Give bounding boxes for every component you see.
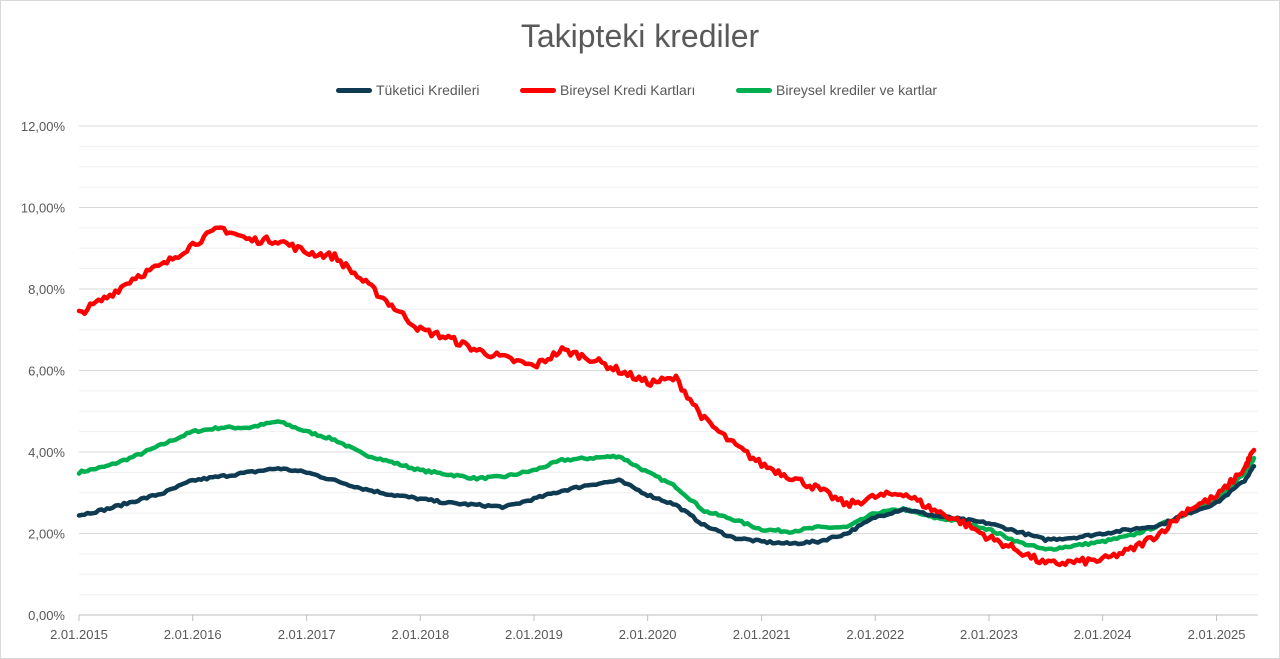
- legend-swatch-tuketici: [336, 87, 372, 93]
- series-line-1: [76, 225, 1257, 568]
- series-line-0: [76, 464, 1257, 547]
- legend: Tüketici Kredileri Bireysel Kredi Kartla…: [0, 80, 1280, 100]
- x-tick-label: 2.01.2022: [846, 627, 904, 642]
- legend-label-krediler-ve-kartlar: Bireysel krediler ve kartlar: [776, 82, 938, 98]
- x-tick-label: 2.01.2020: [619, 627, 677, 642]
- x-tick-label: 2.01.2023: [960, 627, 1018, 642]
- x-tick-label: 2.01.2025: [1188, 627, 1246, 642]
- x-tick-label: 2.01.2019: [505, 627, 563, 642]
- x-tick-label: 2.01.2024: [1074, 627, 1132, 642]
- series-line-2: [76, 419, 1257, 552]
- x-tick-label: 2.01.2016: [164, 627, 222, 642]
- y-tick-label: 4,00%: [28, 445, 65, 460]
- y-tick-label: 12,00%: [21, 119, 66, 134]
- legend-label-tuketici: Tüketici Kredileri: [376, 82, 480, 98]
- x-tick-label: 2.01.2015: [50, 627, 108, 642]
- y-tick-label: 8,00%: [28, 282, 65, 297]
- legend-item-krediler-ve-kartlar: Bireysel krediler ve kartlar: [736, 80, 937, 100]
- x-tick-label: 2.01.2017: [278, 627, 336, 642]
- legend-item-tuketici: Tüketici Kredileri: [336, 80, 479, 100]
- x-tick-label: 2.01.2021: [733, 627, 791, 642]
- chart-title: Takipteki krediler: [520, 18, 760, 54]
- legend-item-kredi-kartlari: Bireysel Kredi Kartları: [520, 80, 695, 100]
- y-tick-label: 2,00%: [28, 527, 65, 542]
- y-tick-label: 0,00%: [28, 608, 65, 623]
- legend-swatch-krediler-ve-kartlar: [736, 87, 772, 93]
- x-tick-label: 2.01.2018: [391, 627, 449, 642]
- y-tick-label: 6,00%: [28, 364, 65, 379]
- legend-label-kredi-kartlari: Bireysel Kredi Kartları: [560, 82, 696, 98]
- y-tick-label: 10,00%: [21, 201, 66, 216]
- legend-swatch-kredi-kartlari: [520, 87, 556, 93]
